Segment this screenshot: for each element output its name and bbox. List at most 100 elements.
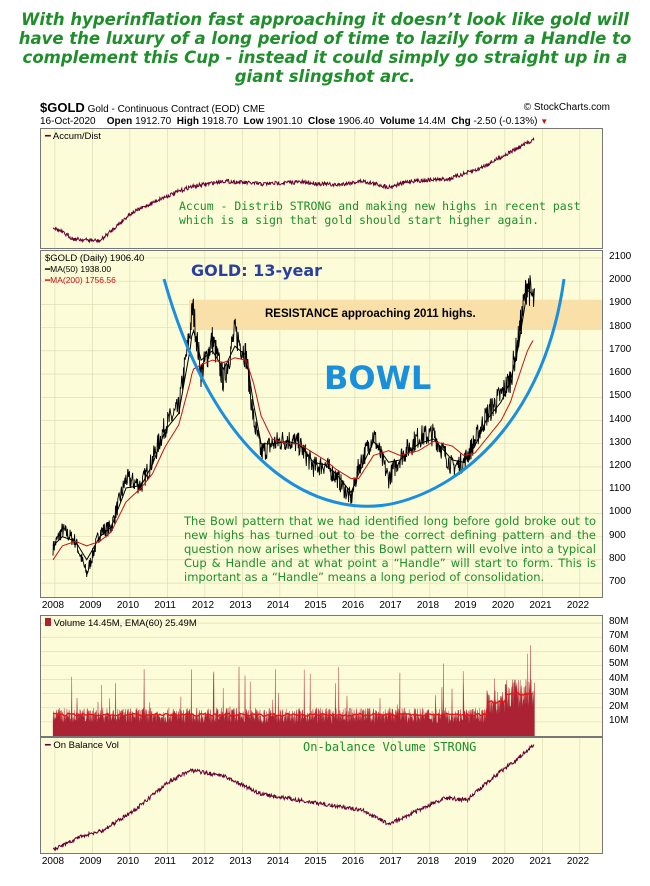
x-tick: 2014: [266, 856, 290, 867]
x-tick: 2016: [341, 856, 365, 867]
x-tick: 2011: [154, 600, 176, 611]
price-chart: [41, 251, 602, 597]
volume-panel: Volume 14.45M, EMA(60) 25.49M: [40, 615, 603, 737]
x-tick: 2009: [79, 856, 102, 867]
gold-13-year-label: GOLD: 13-year: [191, 261, 323, 280]
high-label: High: [176, 116, 199, 127]
bowl-arc: [162, 278, 566, 508]
price-y-tick: 1000: [609, 506, 632, 518]
x-tick: 2014: [266, 600, 290, 611]
low-label: Low: [243, 116, 264, 127]
bowl-annotation: The Bowl pattern that we had identified …: [184, 514, 596, 585]
volume-legend: Volume 14.45M, EMA(60) 25.49M: [45, 618, 197, 629]
close-label: Close: [308, 116, 336, 127]
price-series-gold: [52, 275, 535, 578]
x-tick: 2019: [454, 600, 477, 611]
price-legend: $GOLD (Daily) 1906.40 ━MA(50) 1938.00 ━M…: [45, 253, 144, 286]
triangle-down-icon: ▼: [540, 117, 549, 126]
exchange: CME: [242, 104, 265, 115]
date: 16-Oct-2020: [40, 116, 96, 127]
x-tick: 2019: [454, 856, 477, 867]
volume-y-tick: 20M: [609, 700, 629, 712]
volume-y-tick: 60M: [609, 644, 629, 656]
x-tick: 2012: [191, 856, 215, 867]
x-tick: 2008: [41, 600, 65, 611]
volume-y-tick: 30M: [609, 686, 629, 698]
chg-label: Chg: [451, 116, 471, 127]
price-y-tick: 700: [609, 576, 626, 588]
x-tick: 2021: [529, 600, 552, 611]
obv-line: [53, 744, 535, 852]
x-tick: 2010: [116, 856, 140, 867]
x-tick: 2021: [529, 856, 552, 867]
volume-y-tick: 10M: [609, 714, 629, 726]
x-tick: 2020: [491, 856, 515, 867]
x-tick: 2016: [341, 600, 365, 611]
high-value: 1918.70: [201, 116, 238, 127]
volume-y-tick: 40M: [609, 672, 629, 684]
price-series-ma200: [52, 340, 534, 561]
price-y-tick: 1200: [609, 459, 632, 471]
price-y-tick: 1100: [609, 483, 631, 495]
open-value: 1912.70: [135, 116, 172, 127]
price-panel: $GOLD (Daily) 1906.40 ━MA(50) 1938.00 ━M…: [40, 250, 603, 598]
x-tick: 2017: [379, 856, 402, 867]
open-label: Open: [106, 116, 133, 127]
obv-chart: [53, 738, 581, 853]
x-tick: 2022: [566, 856, 590, 867]
x-tick: 2011: [154, 856, 176, 867]
price-y-tick: 1700: [609, 343, 632, 355]
accum-dist-chart: [52, 129, 581, 248]
description: Gold - Continuous Contract (EOD): [87, 104, 240, 115]
volume-label: Volume: [379, 116, 416, 127]
headline: With hyperinflation fast approaching it …: [18, 10, 632, 86]
price-y-tick: 800: [609, 552, 626, 564]
price-y-tick: 1600: [609, 367, 632, 379]
brand: © StockCharts.com: [523, 102, 610, 113]
bowl-label: BOWL: [324, 359, 432, 397]
volume-y-tick: 70M: [609, 630, 629, 642]
volume-value: 14.4M: [417, 116, 446, 127]
obv-panel: ━ On Balance Vol On-balance Volume STRON…: [40, 737, 603, 854]
x-tick: 2018: [416, 856, 440, 867]
price-y-tick: 1800: [609, 320, 632, 332]
x-tick: 2010: [116, 600, 140, 611]
x-tick: 2015: [304, 856, 327, 867]
chg-value: -2.50 (-0.13%): [473, 116, 538, 127]
volume-y-tick: 50M: [609, 658, 629, 670]
price-y-tick: 2100: [609, 250, 632, 262]
price-y-tick: 1400: [609, 413, 632, 425]
x-tick: 2015: [304, 600, 327, 611]
volume-y-tick: 80M: [609, 616, 629, 628]
obv-annotation: On-balance Volume STRONG: [303, 740, 477, 754]
low-value: 1901.10: [266, 116, 303, 127]
volume-chart: [41, 622, 602, 736]
accum-dist-panel: ━ Accum/Dist Accum - Distrib STRONG and …: [40, 128, 603, 249]
legend-ma200: ━MA(200) 1756.56: [45, 275, 116, 285]
x-tick: 2013: [229, 856, 252, 867]
accum-dist-line: [52, 136, 535, 244]
x-tick: 2012: [191, 600, 215, 611]
resistance-label: RESISTANCE approaching 2011 highs.: [265, 308, 476, 320]
volume-bars: [52, 645, 535, 736]
x-tick: 2008: [41, 856, 65, 867]
obv-legend: ━ On Balance Vol: [45, 740, 119, 751]
x-tick: 2009: [79, 600, 102, 611]
price-y-tick: 2000: [609, 274, 632, 286]
close-value: 1906.40: [338, 116, 375, 127]
price-y-tick: 1500: [609, 390, 632, 402]
legend-gold: $GOLD (Daily) 1906.40: [45, 253, 145, 264]
price-y-tick: 1300: [609, 436, 632, 448]
accum-annotation: Accum - Distrib STRONG and making new hi…: [179, 199, 581, 227]
x-tick: 2020: [491, 600, 515, 611]
chart-header-row1: $GOLD Gold - Continuous Contract (EOD) C…: [40, 100, 610, 115]
chart-header-row2: 16-Oct-2020 Open 1912.70 High 1918.70 Lo…: [40, 116, 610, 127]
x-tick: 2018: [416, 600, 440, 611]
legend-ma50: ━MA(50) 1938.00: [45, 264, 112, 274]
price-y-tick: 900: [609, 529, 626, 541]
accum-dist-legend: ━ Accum/Dist: [45, 131, 101, 142]
price-series-ma50: [52, 289, 534, 561]
symbol: $GOLD: [40, 100, 85, 115]
volume-ema-line: [52, 691, 534, 718]
